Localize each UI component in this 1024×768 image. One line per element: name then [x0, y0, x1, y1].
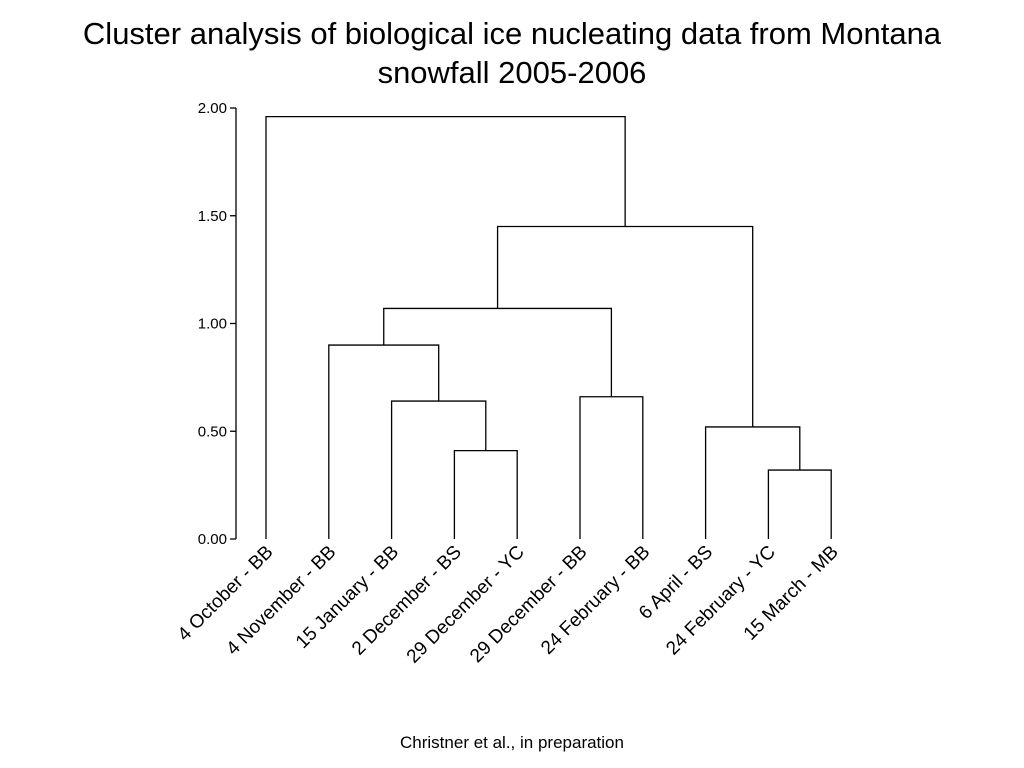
y-tick-label: 1.00	[198, 316, 227, 333]
credit-caption: Christner et al., in preparation	[400, 733, 624, 752]
leaf-label: 29 December - YC	[403, 542, 529, 668]
y-tick-label: 2.00	[198, 100, 227, 117]
chart-title-line-1: Cluster analysis of biological ice nucle…	[82, 16, 942, 51]
y-tick-label: 0.00	[198, 531, 227, 548]
leaf-label: 24 February - YC	[662, 542, 780, 660]
dendrogram-links	[265, 115, 832, 539]
y-axis: 0.00 0.50 1.00 1.50 2.00	[198, 100, 237, 548]
dendrogram-link-m2	[767, 469, 832, 539]
y-tick-label: 0.50	[198, 423, 227, 440]
chart-title-line-2: snowfall 2005-2006	[377, 55, 647, 90]
dendrogram-link-m9	[265, 115, 626, 539]
leaf-label: 4 November - BB	[222, 542, 340, 660]
dendrogram-link-m3	[704, 426, 801, 539]
leaf-label: 2 December - BS	[348, 542, 466, 660]
leaf-label: 24 February - BB	[537, 542, 654, 659]
leaf-label: 29 December - BB	[466, 542, 591, 667]
dendrogram-link-m6	[328, 344, 440, 539]
chart-title: Cluster analysis of biological ice nucle…	[0, 14, 1024, 92]
dendrogram-link-m1	[453, 449, 518, 539]
dendrogram-link-m5	[579, 396, 644, 539]
y-tick-label: 1.50	[198, 208, 227, 225]
dendrogram-link-m7	[383, 307, 613, 397]
dendrogram-link-m4	[390, 400, 487, 539]
